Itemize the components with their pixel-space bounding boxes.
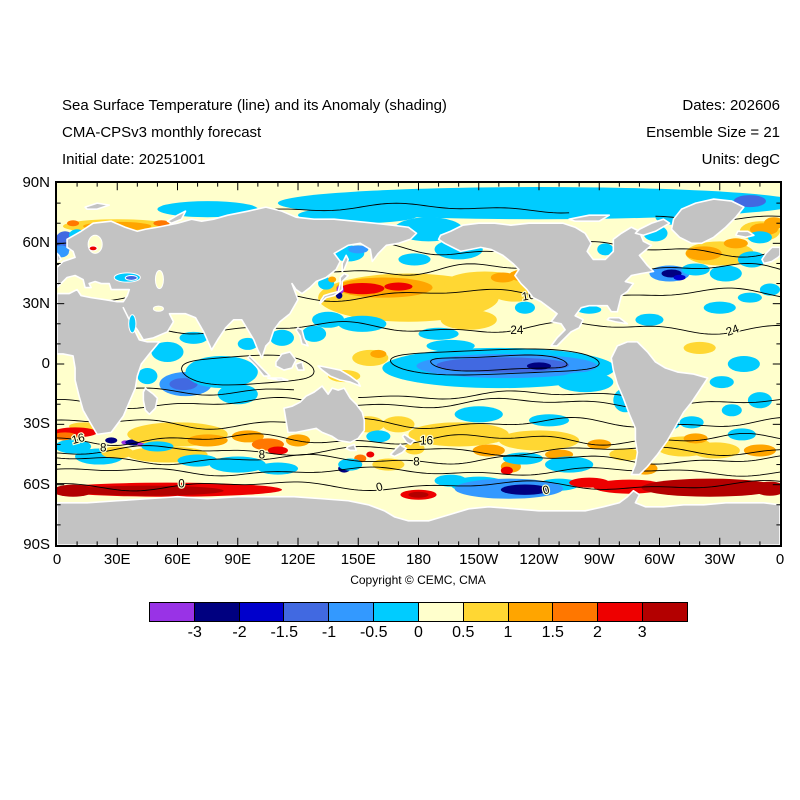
svg-text:8: 8 [259, 449, 265, 462]
lon-tick-label: 0 [775, 551, 785, 568]
colorbar-tick-label: -3 [187, 624, 202, 641]
lon-tick-label: 0 [52, 551, 62, 568]
land-masses [57, 198, 780, 545]
svg-text:24: 24 [724, 322, 741, 339]
lon-tick-label: 90W [583, 551, 615, 568]
svg-text:16: 16 [70, 431, 86, 447]
units-label: Units: degC [701, 151, 780, 168]
chart-title: Sea Surface Temperature (line) and its A… [62, 97, 447, 114]
colorbar-tick-label: -1 [321, 624, 337, 641]
colorbar-segment [193, 603, 239, 621]
ensemble-size: Ensemble Size = 21 [646, 124, 780, 141]
colorbar-segment [150, 603, 194, 621]
svg-text:16: 16 [420, 434, 433, 447]
colorbar-segment [238, 603, 284, 621]
title-block: Sea Surface Temperature (line) and its A… [62, 92, 447, 173]
lon-tick-label: 150E [340, 551, 376, 568]
lat-tick-label: 90S [23, 535, 50, 553]
lat-tick-label: 30N [22, 294, 50, 312]
colorbar-segment [552, 603, 598, 621]
colorbar-tick-label: 3 [637, 624, 647, 641]
colorbar-tick-label: -1.5 [270, 624, 299, 641]
forecast-dates: Dates: 202606 [682, 97, 780, 114]
colorbar [149, 602, 688, 622]
lat-tick-label: 30S [23, 415, 50, 433]
lon-tick-label: 90E [224, 551, 252, 568]
colorbar-segment [507, 603, 553, 621]
colorbar-segment [597, 603, 643, 621]
lon-tick-label: 120E [280, 551, 316, 568]
lon-tick-label: 150W [459, 551, 499, 568]
chart-subtitle: CMA-CPSv3 monthly forecast [62, 124, 262, 141]
colorbar-tick-label: 1.5 [541, 624, 564, 641]
lon-tick-label: 30E [103, 551, 131, 568]
chart-initial-date: Initial date: 20251001 [62, 151, 206, 168]
colorbar-tick-label: 2 [593, 624, 602, 641]
svg-text:0: 0 [178, 478, 185, 491]
copyright-text: Copyright © CEMC, CMA [350, 573, 486, 587]
map-plot-area: 16 24 24 16 8 8 0 16 8 0 0 [55, 181, 782, 547]
colorbar-tick-label: -0.5 [359, 624, 388, 641]
colorbar-segment [642, 603, 687, 621]
axis-ticks [57, 183, 780, 545]
colorbar-tick-label: -2 [232, 624, 247, 641]
lon-tick-label: 30W [704, 551, 736, 568]
colorbar-tick-label: 0 [414, 624, 423, 641]
lat-tick-label: 90N [22, 174, 50, 191]
lon-tick-label: 60E [164, 551, 191, 568]
lat-tick-label: 60N [22, 234, 50, 252]
lat-tick-label: 0 [41, 354, 50, 372]
meta-block: Dates: 202606 Ensemble Size = 21 Units: … [646, 92, 780, 173]
colorbar-segment [283, 603, 329, 621]
colorbar-segment [462, 603, 508, 621]
lon-tick-label: 180 [405, 551, 431, 568]
colorbar-tick-label: 0.5 [452, 624, 475, 641]
colorbar-segment [373, 603, 418, 621]
lat-tick-label: 60S [23, 475, 50, 493]
colorbar-tick-label: 1 [503, 624, 513, 641]
svg-text:24: 24 [510, 324, 523, 337]
svg-text:8: 8 [413, 456, 419, 469]
lon-tick-label: 60W [644, 551, 675, 568]
colorbar-segment [328, 603, 374, 621]
svg-text:8: 8 [100, 441, 106, 454]
inland-seas [87, 234, 164, 334]
colorbar-segment [417, 603, 463, 621]
lon-tick-label: 120W [519, 551, 559, 568]
